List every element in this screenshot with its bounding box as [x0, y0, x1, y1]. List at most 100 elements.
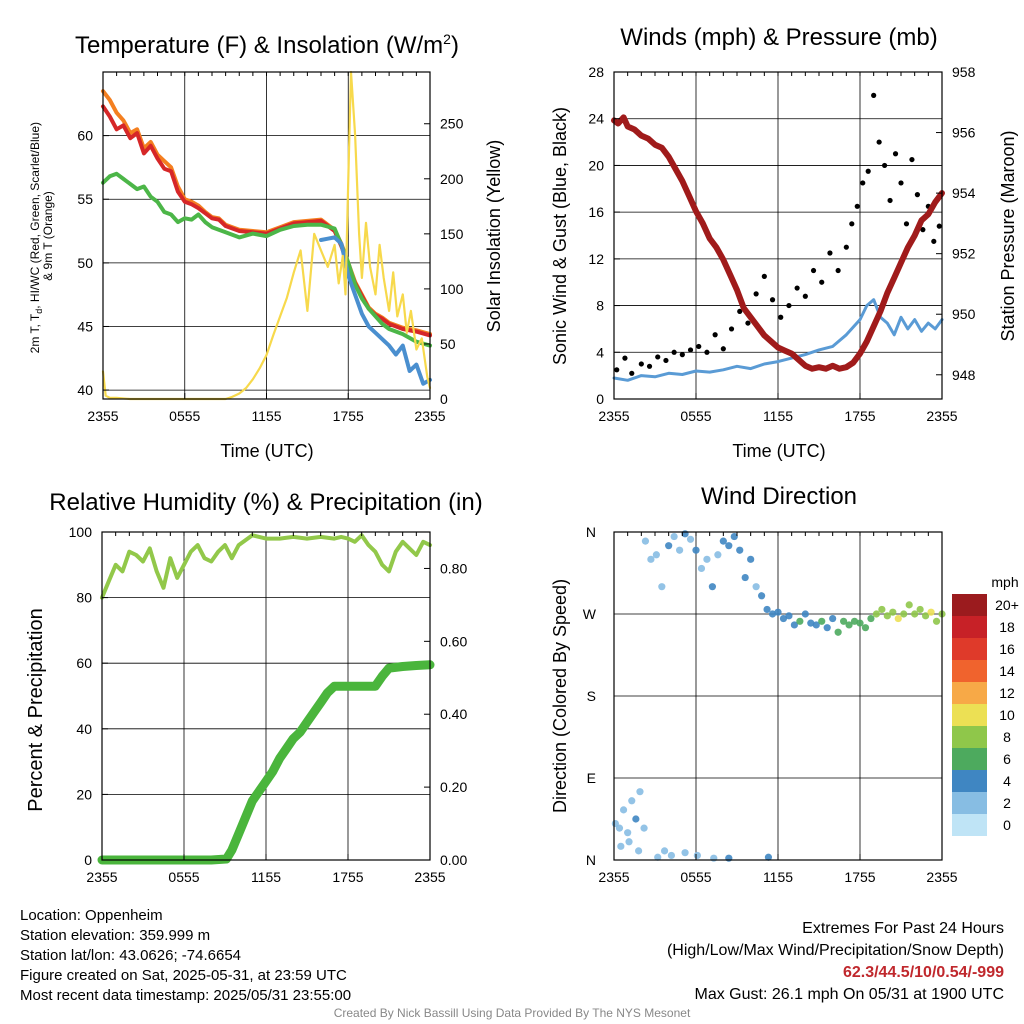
latlon-text: Station lat/lon: 43.0626; -74.6654	[20, 947, 242, 964]
direction-point	[916, 605, 924, 614]
winds-ylabel-left: Sonic Wind & Gust (Blue, Black)	[550, 107, 570, 365]
x-tick-label: 1755	[332, 869, 363, 885]
colorbar-swatch	[952, 770, 987, 792]
humidity-grid	[102, 532, 430, 860]
extremes-box: Extremes For Past 24 Hours (High/Low/Max…	[667, 918, 1004, 1006]
colorbar-label: 18	[999, 619, 1015, 635]
gust-point	[860, 180, 866, 186]
gust-point	[745, 320, 751, 326]
direction-point	[867, 614, 875, 623]
colorbar-label: 12	[999, 685, 1015, 701]
gust-point	[835, 267, 841, 274]
direction-point	[665, 542, 673, 550]
y-tick-label: 0	[84, 852, 92, 868]
gust-point	[646, 363, 653, 369]
gust-point	[920, 227, 926, 233]
winds-title: Winds (mph) & Pressure (mb)	[620, 24, 937, 51]
x-tick-label: 0555	[168, 869, 199, 885]
direction-point	[730, 532, 738, 541]
y-tick-label: 20	[588, 157, 604, 173]
direction-point	[641, 537, 650, 545]
direction-point	[719, 537, 727, 545]
direction-point	[615, 824, 624, 832]
green-series-line	[101, 171, 432, 348]
x-tick-label: 1155	[251, 408, 281, 424]
y-tick-label: S	[587, 688, 596, 704]
temperature-panel: Temperature (F) & Insolation (W/m2) 2355…	[28, 31, 504, 461]
direction-title: Wind Direction	[701, 483, 857, 510]
precip-series-line	[97, 660, 435, 865]
colorbar-label: 8	[1003, 729, 1011, 745]
direction-point	[619, 806, 628, 814]
y-tick-label: W	[583, 606, 597, 622]
direction-point	[710, 854, 718, 862]
direction-point	[900, 610, 908, 618]
temperature-ticks: 2355 0555 1155 1755 2355 40 45 50 55 60 0 50 100 150 2…	[77, 72, 464, 424]
y-tick-label: 60	[76, 655, 92, 671]
lightgreen-series-line	[100, 533, 432, 600]
gust-point	[704, 349, 710, 355]
x-tick-label: 2355	[87, 408, 118, 424]
gust-point	[854, 203, 860, 209]
y-right-tick-label: 954	[952, 185, 976, 201]
direction-point	[850, 617, 859, 625]
direction-panel: Wind Direction 2355 0555 1155 1755 2355NESWN…	[550, 483, 1019, 885]
temperature-ylabel-right: Solar Insolation (Yellow)	[484, 140, 504, 332]
x-tick-label: 2355	[414, 408, 445, 424]
direction-point	[796, 617, 804, 625]
y-tick-label: 55	[77, 191, 93, 207]
recent-text: Most recent data timestamp: 2025/05/31 2…	[20, 987, 352, 1004]
direction-point	[878, 605, 886, 614]
y-tick-label: 8	[596, 298, 604, 314]
gust-point	[663, 357, 669, 364]
maroon-series-line	[611, 114, 945, 372]
y-right-tick-label: 200	[440, 171, 464, 187]
credit-footer: Created By Nick Bassill Using Data Provi…	[333, 1006, 691, 1020]
y-right-tick-label: 958	[952, 64, 976, 80]
direction-point	[628, 797, 636, 805]
gust-point	[655, 354, 661, 360]
direction-point	[635, 847, 643, 855]
gust-point	[903, 221, 910, 227]
gust-point	[909, 156, 915, 163]
gust-point	[931, 238, 937, 244]
direction-point	[812, 621, 820, 629]
direction-point	[801, 610, 809, 618]
direction-point	[670, 532, 678, 541]
gust-point	[671, 349, 677, 355]
direction-point	[889, 608, 897, 616]
gust-point	[712, 332, 718, 338]
extremes-subtitle: (High/Low/Max Wind/Precipitation/Snow De…	[666, 942, 1004, 959]
direction-point	[703, 555, 711, 563]
gust-point	[778, 314, 784, 320]
direction-point	[911, 610, 919, 618]
x-tick-label: 1155	[251, 869, 281, 885]
humidity-ticks: 2355 0555 1155 1755 23550204060801000.000.20…	[69, 524, 468, 885]
direction-point	[617, 842, 625, 850]
direction-point	[725, 854, 733, 862]
direction-point	[829, 614, 837, 623]
y-right-tick-label: 0.40	[440, 706, 467, 722]
direction-point	[834, 628, 842, 636]
gust-point	[892, 151, 899, 157]
y-tick-label: 24	[588, 111, 604, 127]
gust-point	[810, 267, 817, 274]
colorbar-swatch	[952, 814, 987, 836]
gust-point	[865, 168, 871, 174]
gust-point	[898, 180, 904, 186]
direction-point	[741, 573, 749, 582]
colorbar: 20+ 18 16 14 12 10 8 6 4 2 0	[952, 594, 1019, 836]
direction-point	[676, 546, 684, 554]
y-tick-label: 12	[588, 251, 604, 267]
max-gust-text: Max Gust: 26.1 mph On 05/31 at 1900 UTC	[694, 986, 1005, 1003]
temperature-ylabel-left: 2m T, Td, HI/WC (Red, Green, Scarlet/Blu…	[28, 119, 55, 354]
y-tick-label: 16	[588, 204, 604, 220]
colorbar-swatch	[952, 638, 987, 660]
gust-point	[614, 367, 620, 373]
y-tick-label: E	[587, 770, 596, 786]
direction-point	[785, 612, 793, 620]
gust-point	[687, 347, 694, 353]
gust-point	[728, 326, 735, 332]
direction-point	[861, 624, 870, 632]
direction-point	[758, 592, 766, 600]
